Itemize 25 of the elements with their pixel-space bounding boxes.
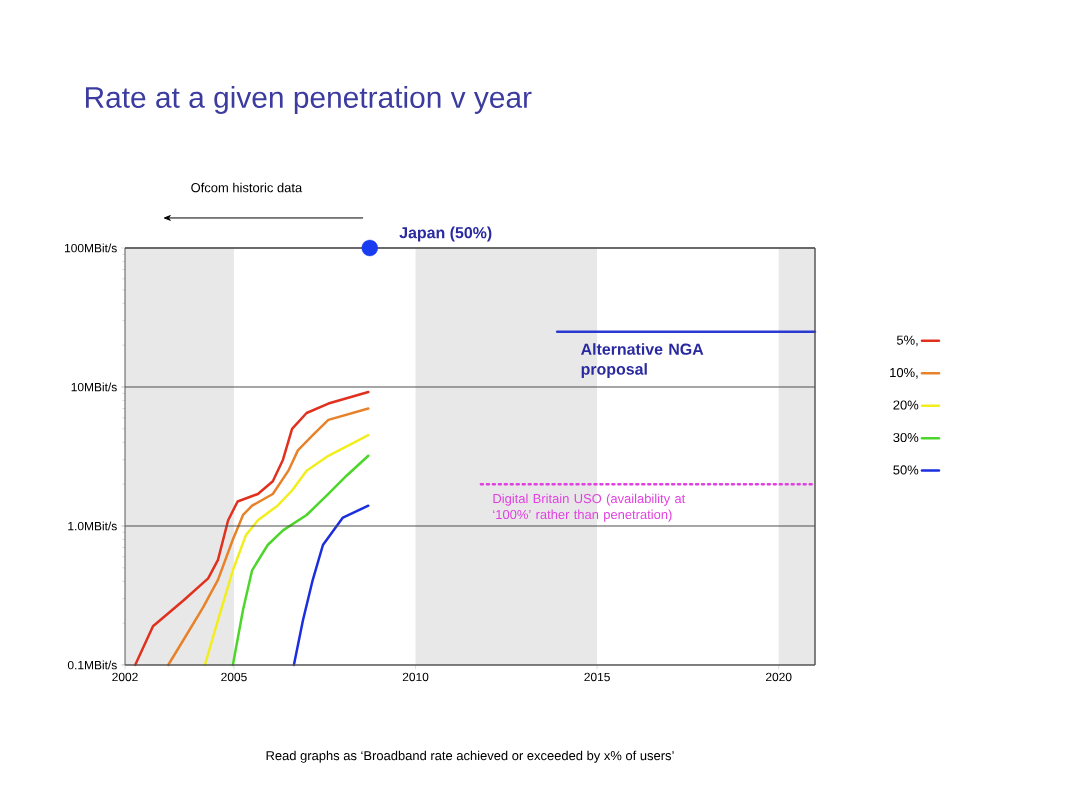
text: Read graphs as ‘Broadband rate achieved or exceeded by x% of users’	[266, 750, 674, 763]
line-series	[133, 390, 370, 667]
chart-title: Rate at a given penetration v year	[85, 86, 532, 114]
y-tick-label: 10MBit/s	[71, 382, 117, 392]
y-tick-label: 0.1MBit/s	[67, 660, 117, 670]
line-series	[231, 454, 370, 667]
legend-label: 30%	[893, 432, 919, 443]
annotation: Alternative NGA proposal	[581, 343, 704, 378]
legend-label: 10%,	[890, 367, 918, 379]
annotation: Digital Britain USO (availability at ‘100%’ rather than penetration)	[493, 493, 686, 522]
y-tick-label: 1.0MBit/s	[68, 521, 117, 531]
x-tick-label: 2015	[584, 672, 610, 682]
x-tick-label: 2010	[402, 672, 429, 682]
line-series	[292, 504, 370, 667]
line-series	[203, 433, 370, 667]
x-tick-label: 2002	[112, 672, 138, 682]
legend-label: 5%,	[896, 335, 918, 347]
text: Ofcom historic data	[191, 182, 303, 193]
legend-label: 20%	[893, 400, 919, 410]
line-series	[166, 407, 370, 667]
x-tick-label: 2020	[765, 672, 792, 682]
x-tick-label: 2005	[221, 672, 247, 682]
y-tick-label: 100MBit/s	[64, 243, 117, 253]
annotation: Japan (50%)	[399, 226, 492, 242]
legend-label: 50%	[893, 465, 919, 475]
